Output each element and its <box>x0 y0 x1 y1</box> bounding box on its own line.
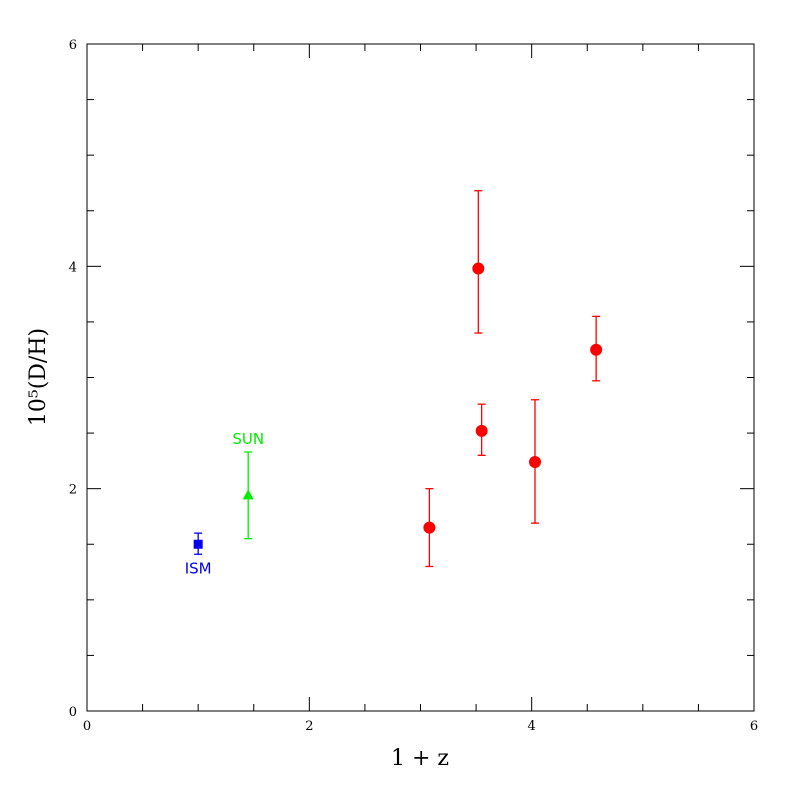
annotation-sun: SUN <box>232 430 264 448</box>
data-point <box>475 424 488 437</box>
axis-tick-labels: 0 2 4 6 0 2 4 6 <box>69 38 758 734</box>
data-point <box>590 343 603 356</box>
data-point <box>193 539 203 549</box>
data-point <box>423 521 436 534</box>
annotations: ISM SUN <box>185 430 264 577</box>
x-tick-label: 0 <box>83 719 91 734</box>
y-tick-label: 4 <box>69 260 77 275</box>
y-tick-label: 2 <box>69 483 77 498</box>
y-tick-label: 6 <box>69 38 77 53</box>
x-tick-label: 2 <box>305 719 313 734</box>
y-axis-label: 10⁵(D/H) <box>26 328 51 426</box>
x-axis-label: 1 + z <box>391 746 449 771</box>
data-point <box>472 262 485 275</box>
data-marks <box>193 190 603 568</box>
annotation-ism: ISM <box>185 559 212 577</box>
x-tick-label: 4 <box>528 719 536 734</box>
data-point <box>529 455 542 468</box>
data-point <box>242 489 254 500</box>
x-tick-label: 6 <box>750 719 758 734</box>
axis-ticks <box>86 43 755 712</box>
plot-frame <box>86 43 755 712</box>
y-tick-label: 0 <box>69 705 77 720</box>
